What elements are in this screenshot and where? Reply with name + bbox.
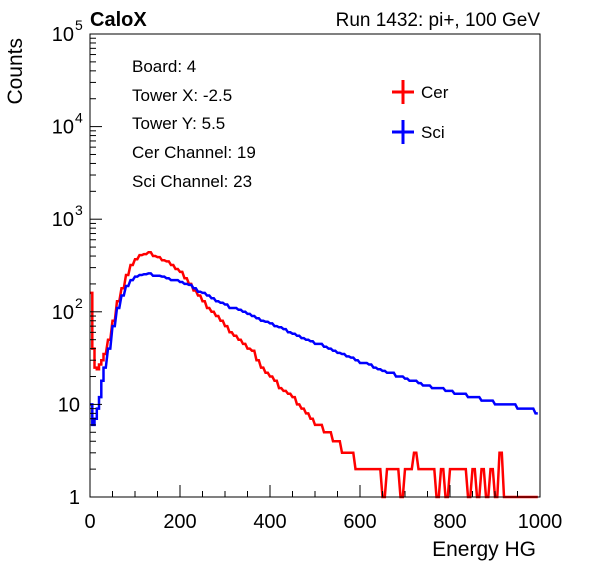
info-tower-y: Tower Y: 5.5: [132, 114, 225, 133]
x-tick-label: 1000: [518, 511, 563, 533]
y-tick-label: 10: [52, 24, 74, 46]
x-tick-label: 0: [84, 511, 95, 533]
x-axis-label: Energy HG: [432, 538, 536, 561]
header-right-label: Run 1432: pi+, 100 GeV: [336, 10, 541, 31]
y-tick-label-exponent: 4: [75, 110, 83, 126]
info-sci-channel: Sci Channel: 23: [132, 172, 252, 191]
series-layer: [90, 250, 538, 499]
y-axis-label: Counts: [4, 38, 27, 105]
y-tick-label-exponent: 5: [75, 17, 83, 33]
y-tick-label: 1: [69, 487, 80, 509]
header-left-label: CaloX: [90, 9, 147, 31]
legend-sci-label: Sci: [421, 123, 445, 142]
info-tower-x: Tower X: -2.5: [132, 86, 232, 105]
y-tick-label: 10: [52, 209, 74, 231]
y-tick-label: 10: [52, 117, 74, 139]
y-tick-label-exponent: 3: [75, 202, 83, 218]
legend-cer-label: Cer: [421, 83, 449, 102]
info-cer-channel: Cer Channel: 19: [132, 143, 256, 162]
series-line-cer: [90, 250, 538, 499]
x-tick-label: 600: [343, 511, 376, 533]
series-line-sci: [90, 272, 538, 427]
y-tick-label: 10: [58, 394, 80, 416]
x-tick-label: 200: [163, 511, 196, 533]
legend: Cer Sci: [392, 80, 449, 144]
x-tick-label: 400: [253, 511, 286, 533]
legend-cer-marker: [392, 80, 414, 104]
x-tick-label: 800: [433, 511, 466, 533]
legend-sci-marker: [392, 120, 414, 144]
y-tick-label-exponent: 2: [75, 295, 83, 311]
info-board: Board: 4: [132, 57, 196, 76]
y-tick-label: 10: [52, 302, 74, 324]
